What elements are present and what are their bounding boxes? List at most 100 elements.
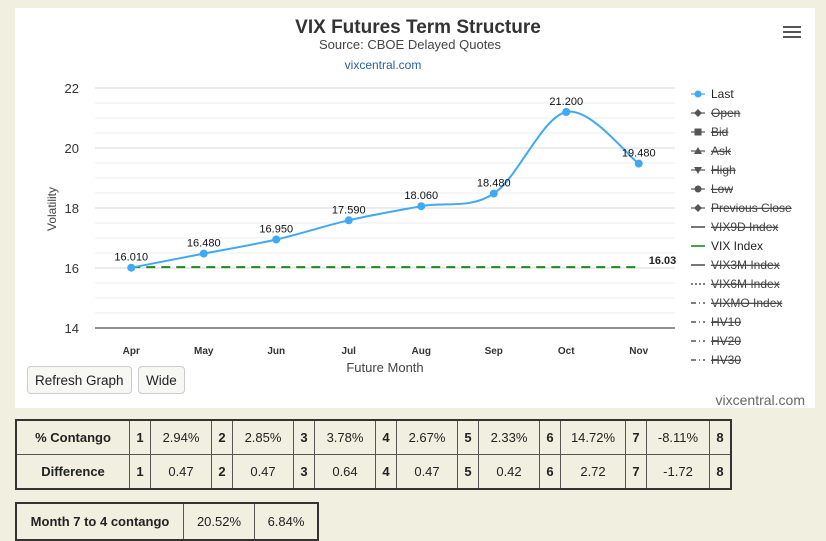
legend-item[interactable]: VIX3M Index — [711, 258, 780, 272]
chart-container: VIX Futures Term Structure Source: CBOE D… — [15, 8, 815, 408]
month-number: 5 — [457, 454, 479, 490]
month-number: 8 — [709, 454, 732, 490]
legend-item[interactable]: VIX Index — [711, 239, 763, 253]
data-label: 18.480 — [477, 178, 511, 190]
legend-item[interactable]: Previous Close — [711, 201, 792, 215]
chart-subtitle: Source: CBOE Delayed Quotes — [319, 37, 502, 52]
table-cell: 0.47 — [150, 454, 212, 490]
data-label: 16.950 — [259, 224, 293, 236]
data-label: 16.010 — [114, 252, 148, 264]
month-number: 3 — [293, 454, 315, 490]
credit-link[interactable]: vixcentral.com — [715, 392, 805, 408]
month-number: 4 — [375, 419, 397, 455]
x-tick-label: Apr — [123, 346, 140, 357]
month-number: 7 — [625, 419, 647, 455]
legend-item[interactable]: Last — [711, 87, 734, 101]
legend-item[interactable]: HV10 — [711, 315, 741, 329]
vix-index-label: 16.03 — [649, 255, 677, 267]
legend-marker — [694, 147, 702, 154]
data-label: 18.060 — [404, 190, 438, 202]
month-number: 1 — [129, 454, 151, 490]
legend-marker — [694, 185, 702, 193]
legend-item[interactable]: VIX9D Index — [711, 220, 778, 234]
month-number: 7 — [625, 454, 647, 490]
month-number: 3 — [293, 419, 315, 455]
data-point — [272, 235, 281, 244]
data-point — [344, 216, 353, 225]
month-contango-value: 6.84% — [254, 502, 319, 541]
legend-item[interactable]: VIX6M Index — [711, 277, 780, 291]
data-point — [634, 159, 643, 168]
table-cell: 2.94% — [150, 419, 212, 455]
wide-button[interactable]: Wide — [138, 366, 185, 394]
legend-marker — [694, 109, 702, 117]
month-number: 6 — [539, 419, 561, 455]
table-row: Difference 1 0.47 2 0.47 3 0.64 4 0.47 5 0.42 6 2.72… — [15, 454, 732, 490]
table-cell: 0.64 — [314, 454, 376, 490]
month-number: 1 — [129, 419, 151, 455]
legend-item[interactable]: Low — [711, 182, 733, 196]
x-tick-label: Oct — [558, 346, 575, 357]
table-cell: -1.72 — [646, 454, 710, 490]
x-tick-label: Aug — [412, 346, 431, 357]
data-label: 17.590 — [332, 204, 366, 216]
x-tick-label: Jun — [267, 346, 285, 357]
data-label: 19.480 — [622, 148, 656, 160]
table-cell: -8.11% — [646, 419, 710, 455]
refresh-graph-button[interactable]: Refresh Graph — [27, 366, 132, 394]
month-contango-table: Month 7 to 4 contango 20.52% 6.84% — [15, 502, 319, 541]
month-number: 5 — [457, 419, 479, 455]
table-cell: 2.33% — [478, 419, 540, 455]
table-cell: 2.72 — [560, 454, 626, 490]
table-cell: 2.85% — [232, 419, 294, 455]
legend-item[interactable]: HV30 — [711, 353, 741, 367]
table-cell: 3.78% — [314, 419, 376, 455]
legend-marker — [694, 128, 702, 136]
x-axis-title: Future Month — [346, 360, 423, 375]
x-tick-label: May — [194, 346, 214, 357]
y-tick-label: 20 — [65, 141, 79, 156]
y-tick-label: 22 — [65, 81, 79, 96]
data-label: 16.480 — [187, 238, 221, 250]
legend-item[interactable]: Bid — [711, 125, 728, 139]
x-tick-label: Sep — [485, 346, 503, 357]
month-contango-value: 20.52% — [183, 502, 255, 541]
contango-table: % Contango 1 2.94% 2 2.85% 3 3.78% 4 2.67% 5 2.33%… — [15, 419, 732, 490]
month-contango-label: Month 7 to 4 contango — [15, 502, 184, 541]
legend-item[interactable]: Open — [711, 106, 740, 120]
legend-item[interactable]: HV20 — [711, 334, 741, 348]
table-cell: 0.47 — [396, 454, 458, 490]
data-point — [417, 202, 426, 211]
row-label: Difference — [15, 454, 130, 490]
chart-title: VIX Futures Term Structure — [295, 17, 541, 38]
y-tick-label: 16 — [65, 261, 79, 276]
data-label: 21.200 — [549, 96, 583, 108]
y-tick-label: 18 — [65, 201, 79, 216]
legend-item[interactable]: High — [711, 163, 736, 177]
x-tick-label: Nov — [629, 346, 648, 357]
legend-item[interactable]: VIXMO Index — [711, 296, 782, 310]
x-tick-label: Jul — [342, 346, 357, 357]
row-label: % Contango — [15, 419, 130, 455]
menu-icon[interactable] — [783, 26, 801, 40]
data-point — [199, 249, 208, 258]
month-number: 6 — [539, 454, 561, 490]
legend-item[interactable]: Ask — [711, 144, 732, 158]
table-cell: 2.67% — [396, 419, 458, 455]
y-axis-title: Volatility — [45, 187, 59, 231]
data-point — [127, 263, 136, 272]
table-cell: 0.42 — [478, 454, 540, 490]
month-number: 4 — [375, 454, 397, 490]
table-cell: 14.72% — [560, 419, 626, 455]
month-number: 8 — [709, 419, 732, 455]
legend-marker — [694, 90, 702, 98]
table-cell: 0.47 — [232, 454, 294, 490]
y-tick-label: 14 — [65, 321, 79, 336]
month-number: 2 — [211, 419, 233, 455]
data-point — [489, 189, 498, 198]
legend-marker — [694, 204, 702, 212]
legend-marker — [694, 167, 702, 174]
chart-link: vixcentral.com — [345, 58, 422, 72]
table-row: % Contango 1 2.94% 2 2.85% 3 3.78% 4 2.67% 5 2.33%… — [15, 419, 732, 455]
